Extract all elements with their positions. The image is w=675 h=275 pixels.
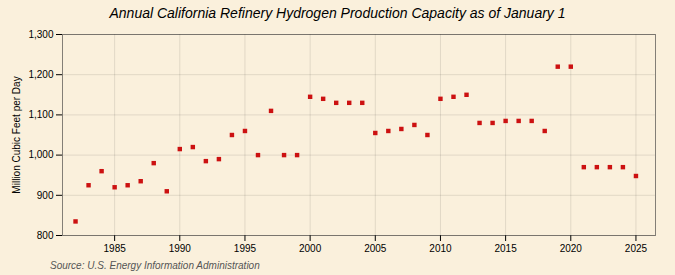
html-text:Source: U.S. Energy Informatio: Source: U.S. Energy Information Administ… [50,260,260,271]
svg-text:1,200: 1,200 [28,69,53,80]
svg-text:1,000: 1,000 [28,149,53,160]
svg-text:1990: 1990 [169,243,192,254]
svg-text:800: 800 [37,230,54,241]
svg-text:2000: 2000 [299,243,322,254]
svg-text:Million Cubic Feet per Day: Million Cubic Feet per Day [11,76,22,193]
svg-text:2005: 2005 [364,243,387,254]
svg-text:1,300: 1,300 [28,29,53,40]
svg-text:2010: 2010 [429,243,452,254]
svg-text:900: 900 [37,190,54,201]
svg-text:1985: 1985 [104,243,127,254]
svg-text:1,100: 1,100 [28,109,53,120]
svg-text:1995: 1995 [234,243,257,254]
svg-text:2015: 2015 [494,243,517,254]
svg-text:2025: 2025 [625,243,648,254]
html-text:Annual California Refinery Hyd: Annual California Refinery Hydrogen Prod… [109,5,566,21]
svg-text:2020: 2020 [560,243,583,254]
